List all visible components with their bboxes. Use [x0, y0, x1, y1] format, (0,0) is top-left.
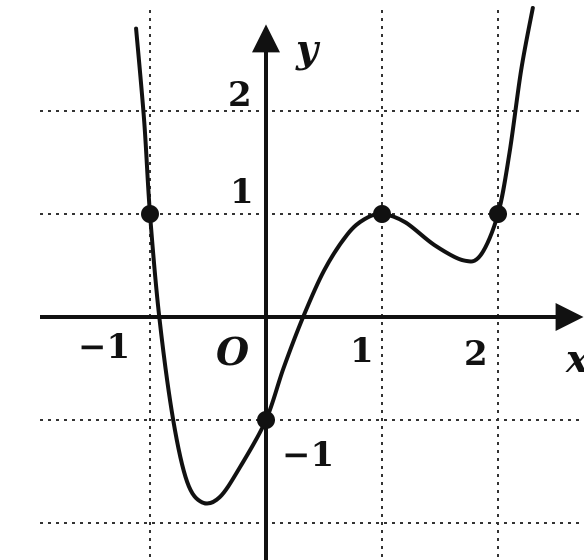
marked-point	[373, 205, 391, 223]
y-axis-label: y	[295, 26, 321, 71]
marked-point	[489, 205, 507, 223]
y-tick-label-minus-1: −1	[282, 435, 334, 475]
marked-point	[257, 411, 275, 429]
y-tick-label-1: 1	[230, 172, 254, 212]
x-axis-label: x	[565, 336, 584, 381]
function-curve	[134, 6, 535, 506]
x-tick-label-2: 2	[464, 334, 488, 374]
marked-points	[141, 205, 507, 429]
y-tick-label-2: 2	[228, 75, 252, 115]
origin-label: O	[216, 329, 249, 374]
x-tick-label-minus-1: −1	[78, 327, 130, 367]
x-tick-label-1: 1	[350, 331, 374, 371]
marked-point	[141, 205, 159, 223]
grid-lines	[40, 10, 584, 560]
